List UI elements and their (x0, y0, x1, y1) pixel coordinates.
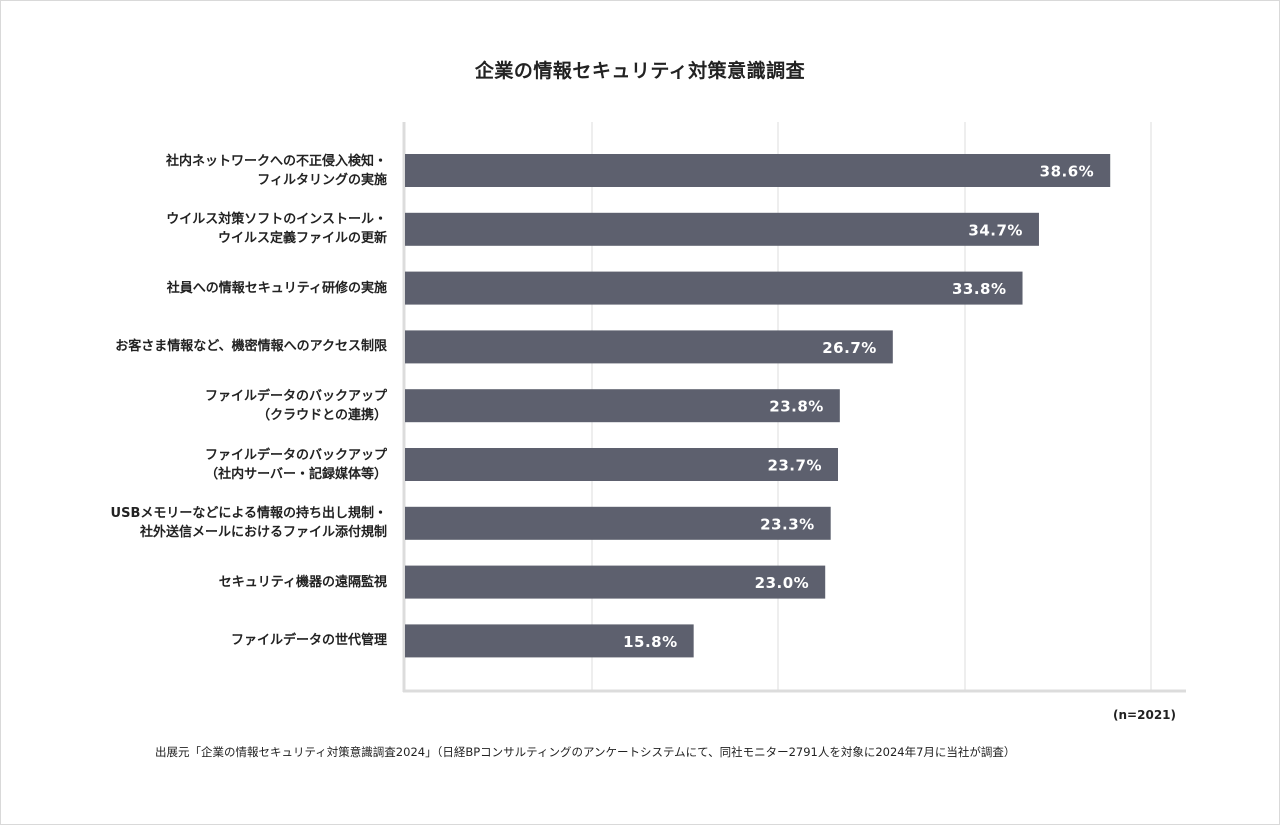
bar-4 (405, 330, 893, 364)
bar-9 (405, 624, 694, 658)
bar-5 (405, 389, 840, 423)
category-label-2: ウイルス対策ソフトのインストール・ウイルス定義ファイルの更新 (166, 210, 387, 248)
category-label-line: USBメモリーなどによる情報の持ち出し規制・ (110, 506, 387, 522)
bar-value-label-9: 15.8% (623, 633, 678, 651)
category-label-6: ファイルデータのバックアップ （社内サーバー・記録媒体等） (205, 446, 387, 484)
bar-1 (405, 154, 1111, 187)
category-label-line: （クラウドとの連携） (257, 407, 387, 423)
category-label-line: ウイルス対策ソフトのインストール・ (166, 212, 387, 228)
bar-value-label-3: 33.8% (952, 280, 1007, 298)
bar-value-label-5: 23.8% (769, 398, 824, 416)
sample-size-note: (n=2021) (1113, 708, 1176, 722)
category-label-5: ファイルデータのバックアップ （クラウドとの連携） (205, 387, 387, 425)
category-label-line: 社外送信メールにおけるファイル添付規制 (139, 525, 387, 541)
category-label-line: （社内サーバー・記録媒体等） (205, 466, 387, 482)
bar-value-label-2: 34.7% (968, 221, 1023, 239)
bar-value-label-8: 23.0% (755, 574, 810, 592)
bar-value-label-1: 38.6% (1040, 163, 1095, 181)
category-label-line: お客さま情報など、機密情報へのアクセス制限 (115, 339, 387, 355)
category-label-1: 社内ネットワークへの不正侵入検知・フィルタリングの実施 (166, 152, 387, 190)
bar-2 (405, 212, 1039, 246)
category-label-4: お客さま情報など、機密情報へのアクセス制限 (115, 337, 387, 356)
category-label-line: セキュリティ機器の遠隔監視 (218, 574, 387, 590)
bar-value-label-4: 26.7% (822, 339, 877, 357)
category-label-9: ファイルデータの世代管理 (231, 631, 387, 650)
bar-value-label-6: 23.7% (767, 457, 822, 475)
category-label-line: フィルタリングの実施 (257, 172, 387, 188)
category-label-7: USBメモリーなどによる情報の持ち出し規制・社外送信メールにおけるファイル添付規… (111, 504, 387, 542)
category-label-line: ファイルデータの世代管理 (230, 633, 387, 649)
category-label-line: ファイルデータのバックアップ (204, 388, 387, 404)
category-label-3: 社員への情報セキュリティ研修の実施 (167, 279, 387, 298)
source-note: 出展元「企業の情報セキュリティ対策意識調査2024」（日経BPコンサルティングの… (155, 745, 1016, 759)
bar-3 (405, 271, 1023, 305)
category-label-line: 社内ネットワークへの不正侵入検知・ (165, 153, 387, 169)
category-label-line: ファイルデータのバックアップ (204, 447, 387, 463)
bar-value-label-7: 23.3% (760, 515, 815, 533)
bar-7 (405, 506, 831, 540)
category-label-line: 社員への情報セキュリティ研修の実施 (166, 280, 387, 296)
chart-title: 企業の情報セキュリティ対策意識調査 (474, 60, 806, 82)
bar-8 (405, 565, 826, 599)
bar-6 (405, 448, 838, 481)
category-label-line: ウイルス定義ファイルの更新 (217, 231, 387, 247)
category-label-8: セキュリティ機器の遠隔監視 (219, 573, 387, 592)
